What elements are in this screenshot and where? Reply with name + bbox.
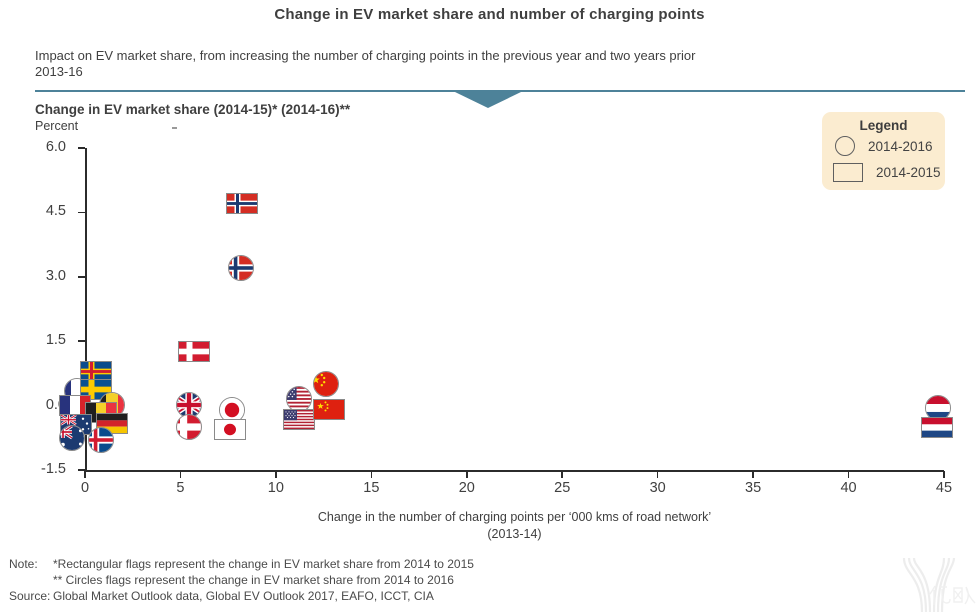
y-tick [78, 147, 85, 149]
x-tick [943, 471, 945, 478]
x-tick [561, 471, 563, 478]
source-text: Global Market Outlook data, Global EV Ou… [53, 589, 434, 603]
marker-norway-rect [226, 193, 259, 215]
x-tick [84, 471, 86, 478]
circle-marker-icon [835, 136, 855, 156]
marker-denmark-circle [176, 414, 203, 441]
marker-japan-rect [214, 418, 247, 440]
x-tick [752, 471, 754, 478]
footnotes: Note: *Rectangular flags represent the c… [9, 556, 474, 604]
rect-marker-icon [833, 162, 863, 182]
marker-japan-circle [218, 396, 245, 423]
x-axis-sublabel: (2013-14) [487, 527, 542, 541]
x-tick-label: 25 [554, 480, 571, 496]
note-line1: *Rectangular flags represent the change … [53, 557, 474, 571]
marker-usa-rect [282, 409, 315, 431]
marker-norway-circle [227, 255, 254, 282]
subtitle-period: 2013-16 [35, 64, 83, 79]
x-tick [466, 471, 468, 478]
divider-arrow-down-icon [455, 92, 521, 108]
watermark-characters [928, 585, 976, 605]
subtitle-line1: Impact on EV market share, from increasi… [35, 48, 696, 63]
y-tick [78, 469, 85, 471]
marker-china-rect [313, 399, 346, 421]
x-tick-label: 20 [458, 480, 475, 496]
marker-denmark-rect [177, 341, 210, 363]
marker-china-circle [312, 371, 339, 398]
x-tick-label: 45 [935, 480, 953, 496]
marker-iceland_gold-rect [80, 360, 113, 382]
x-axis-label: Change in the number of charging points … [317, 510, 712, 524]
marker-netherlands-rect [921, 416, 954, 438]
note-line2: ** Circles flags represent the change in… [53, 573, 454, 587]
marker-iceland-circle [88, 426, 115, 453]
teal-divider-line [35, 90, 965, 92]
legend-box: Legend 2014-2016 2014-2015 [822, 112, 945, 190]
y-tick [78, 211, 85, 214]
y-tick-label: 3.0 [45, 267, 66, 284]
source-row: Source: Global Market Outlook data, Glob… [9, 588, 474, 604]
y-tick-label: 6.0 [45, 139, 66, 155]
x-tick [370, 471, 373, 478]
y-axis-line [85, 148, 87, 471]
legend-item-circle: 2014-2016 [822, 133, 945, 159]
chart-subtitle: Impact on EV market share, from increasi… [35, 48, 795, 80]
x-tick-label: 40 [840, 480, 857, 496]
marker-australia-circle [58, 424, 85, 451]
legend-label-2014-2015: 2014-2015 [876, 164, 941, 180]
y-tick-label: -1.5 [41, 461, 66, 477]
page-title: Change in EV market share and number of … [274, 6, 705, 23]
x-axis-line [85, 470, 944, 472]
x-tick-label: 30 [649, 480, 666, 496]
y-tick-label: 1.5 [45, 332, 66, 349]
x-tick [275, 471, 277, 478]
note-row: Note: *Rectangular flags represent the c… [9, 556, 474, 572]
legend-title: Legend [859, 118, 908, 133]
x-tick-label: 5 [176, 480, 185, 496]
source-label: Source: [9, 589, 51, 603]
y-tick [78, 276, 85, 278]
legend-label-2014-2016: 2014-2016 [868, 138, 933, 154]
watermark-logo [902, 557, 976, 613]
x-tick-label: 35 [745, 480, 762, 496]
axis-section-heading: Change in EV market share (2014-15)* (20… [35, 102, 351, 117]
x-tick [847, 471, 850, 478]
stray-dash-mark [172, 127, 177, 129]
y-tick-label: 4.5 [45, 203, 66, 220]
legend-item-rect: 2014-2015 [822, 159, 945, 185]
x-tick-label: 0 [80, 480, 90, 496]
x-tick-label: 15 [363, 480, 380, 496]
marker-uk-circle [176, 391, 203, 418]
y-axis-unit-label: Percent [35, 119, 79, 133]
note-label: Note: [9, 557, 38, 571]
x-tick-label: 10 [267, 480, 284, 496]
x-tick [656, 471, 659, 478]
x-tick [179, 471, 182, 478]
y-tick [78, 340, 85, 342]
note-row2: ** Circles flags represent the change in… [9, 572, 474, 588]
marker-usa-circle [285, 386, 312, 413]
